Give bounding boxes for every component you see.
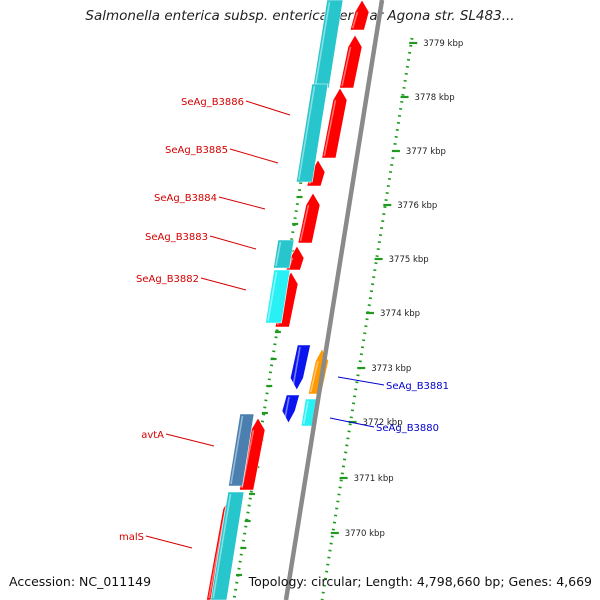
- cds-arrow-red: [349, 0, 370, 31]
- gene-leader-line: [329, 417, 375, 428]
- cds-highlight: [267, 271, 278, 322]
- accession-text: Accession: NC_011149: [9, 574, 152, 589]
- gene-label: SeAg_B3881: [386, 381, 449, 392]
- cds-highlight: [292, 346, 301, 389]
- cds-highlight: [212, 493, 232, 599]
- cds-highlight: [283, 396, 290, 422]
- gene-leader-line: [145, 535, 193, 549]
- gene-labels: SeAg_B3886 SeAg_B3885 SeAg_B3884 SeAg_B3883…: [119, 97, 449, 549]
- cds-highlight: [298, 85, 316, 181]
- gene-label: SeAg_B3885: [165, 145, 228, 156]
- cds-arrow-red: [321, 87, 348, 159]
- gene-label: malS: [119, 532, 144, 543]
- genome-backbone: [283, 0, 385, 600]
- scale-label: 3773 kbp: [371, 364, 411, 374]
- scale-label: 3775 kbp: [389, 255, 429, 265]
- cds-block-cyan: [312, 0, 344, 89]
- cds-arrow-red: [297, 192, 321, 244]
- kbp-tick-track: 3779 kbp 3778 kbp 3777 kbp 3776 kbp 3775 kbp…: [232, 0, 463, 600]
- cds-features: [206, 0, 370, 600]
- scale-label: 3774 kbp: [380, 309, 420, 319]
- gene-label: SeAg_B3884: [154, 193, 217, 204]
- scale-label: 3770 kbp: [345, 529, 385, 539]
- gene-leader-line: [245, 100, 291, 116]
- cds-highlight: [275, 241, 282, 267]
- cds-arrow-blue: [281, 394, 300, 424]
- cds-block-cyan: [210, 491, 245, 600]
- map-title: Salmonella enterica subsp. enterica sero…: [85, 8, 515, 24]
- gene-leader-line: [209, 235, 257, 250]
- genome-summary-text: Topology: circular; Length: 4,798,660 bp…: [248, 574, 592, 589]
- tick-track-outer: [320, 37, 414, 600]
- cds-block-cyan: [273, 239, 295, 269]
- gene-leader-line: [337, 376, 385, 386]
- cds-highlight: [314, 1, 331, 87]
- gene-label: SeAg_B3882: [136, 274, 199, 285]
- cds-block-steel: [228, 413, 255, 487]
- cds-highlight: [310, 360, 319, 393]
- cds-highlight: [341, 46, 352, 87]
- cds-block-cyan: [295, 83, 329, 183]
- scale-label: 3771 kbp: [354, 474, 394, 484]
- gene-label: SeAg_B3886: [181, 97, 244, 108]
- cds-highlight: [299, 204, 310, 242]
- gene-leader-line: [229, 148, 279, 164]
- scale-label: 3778 kbp: [415, 93, 455, 103]
- cds-arrow-red: [339, 34, 363, 89]
- cds-block-cyan: [265, 269, 291, 324]
- cds-highlight: [351, 11, 359, 29]
- cds-highlight: [302, 400, 309, 425]
- scale-label: 3776 kbp: [397, 201, 437, 211]
- cds-highlight: [230, 415, 244, 485]
- cds-highlight: [323, 99, 337, 157]
- gene-label: SeAg_B3880: [376, 423, 439, 434]
- gene-label: avtA: [141, 430, 164, 441]
- gene-leader-line: [165, 433, 215, 447]
- gene-leader-line: [218, 196, 266, 210]
- scale-label: 3777 kbp: [406, 147, 446, 157]
- gene-label: SeAg_B3883: [145, 232, 208, 243]
- scale-label: 3779 kbp: [423, 39, 463, 49]
- scale-label: 3772 kbp: [363, 418, 403, 428]
- gene-leader-line: [200, 277, 247, 291]
- cds-arrow-blue: [289, 344, 311, 391]
